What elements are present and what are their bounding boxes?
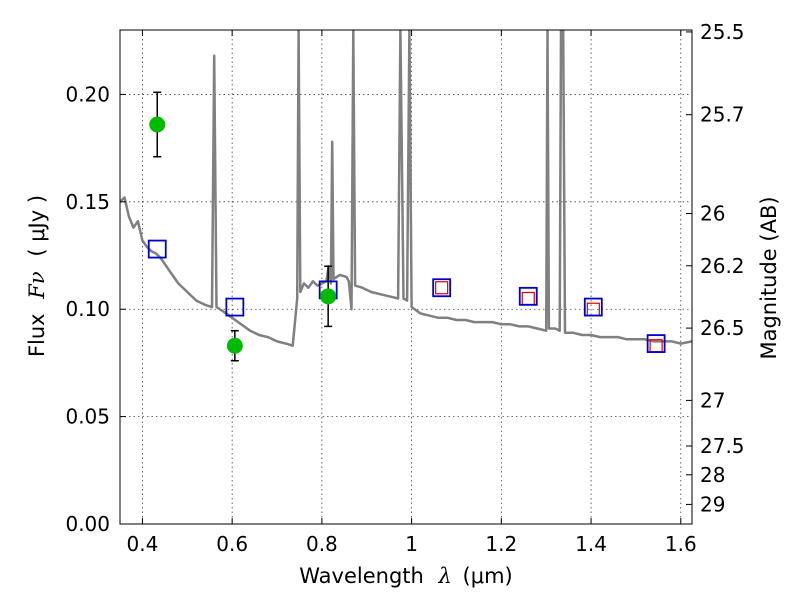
mag-tick-label: 25.7 [700,103,745,127]
mag-tick-label: 28 [700,463,725,487]
x-tick-label: 0.6 [216,532,248,556]
plot-frame [119,29,693,525]
grid [120,30,692,525]
y-tick-label: 0.00 [65,512,110,536]
model-flux-marker [583,297,603,317]
predicted-flux-marker [521,291,535,306]
x-axis-label-prefix: Wavelength [299,564,424,588]
y-axis-label-symbol: Fν [25,271,49,300]
x-tick-label: 0.4 [127,532,159,556]
x-axis-label-unit: (μm) [463,564,513,588]
mag-tick-label: 27.5 [700,434,745,458]
y-tick-label: 0.05 [65,405,110,429]
mag-tick-label: 29 [700,492,725,516]
mag-tick-label: 27 [700,388,725,412]
mag-tick-label: 26 [700,202,725,226]
model-spectrum-line [120,30,692,347]
markers-layer [147,91,666,362]
y-axis-label: Flux Fν ( μJy ) [25,195,49,357]
observed-flux-point [149,116,166,133]
observed-flux-point [320,288,337,305]
y-tick-label: 0.10 [65,297,110,321]
observed-flux-point [226,337,243,354]
x-axis-label-symbol: λ [438,564,452,588]
x-axis-label: Wavelength λ (μm) [299,564,512,588]
model-flux-marker [646,334,666,353]
x-tick-label: 1 [405,532,418,556]
model-flux-marker [432,278,452,298]
x-tick-label: 1.2 [485,532,517,556]
y-axis-label-unit: ( μJy ) [25,195,49,257]
predicted-flux-marker [435,281,449,295]
mag-tick-label: 26.5 [700,316,745,340]
y2-axis-label: Magnitude (AB) [757,196,781,359]
x-tick-label: 1.6 [665,532,697,556]
model-flux-marker [518,286,538,306]
mag-tick-label: 26.2 [700,254,745,278]
mag-tick-label: 25.5 [700,20,745,44]
model-flux-marker [147,239,167,259]
y-axis-label-prefix: Flux [25,313,49,357]
model-spectrum-layer [120,30,692,347]
y-tick-label: 0.15 [65,190,110,214]
x-tick-label: 1.4 [575,532,607,556]
ticks-layer: 0.4 0.6 0.8 1 1.2 1.4 1.6 0.00 0.05 0.10 0.15 0.20 2… [65,20,744,556]
model-flux-marker [225,297,245,317]
x-tick-label: 0.8 [306,532,338,556]
y-tick-label: 0.20 [65,82,110,106]
